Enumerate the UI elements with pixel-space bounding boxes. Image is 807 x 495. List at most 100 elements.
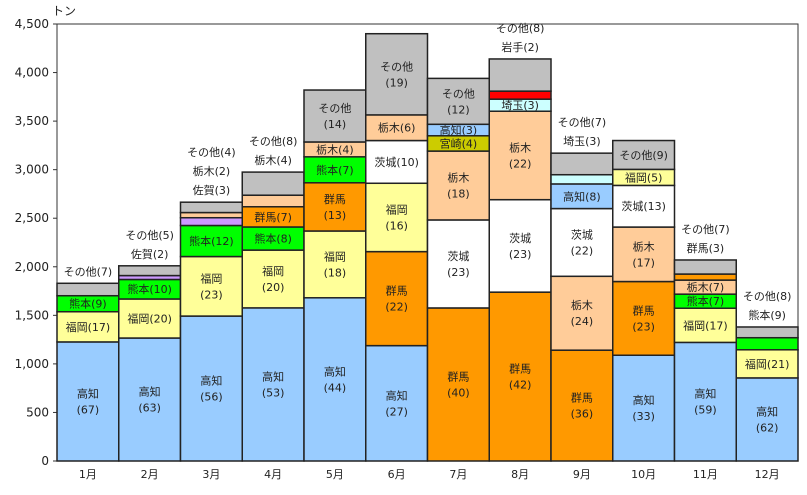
x-tick-label: 9月 [573, 468, 591, 481]
bar-segment-高知 [303, 297, 367, 462]
bar-segment-熊本 [179, 224, 243, 258]
segment-label: (42) [509, 379, 532, 392]
segment-label: (18) [324, 266, 347, 279]
bar-segment-熊本 [735, 336, 799, 351]
segment-label: (20) [262, 281, 285, 294]
segment-label: 福岡 [386, 202, 408, 216]
bar-segment-高知 [179, 315, 243, 462]
segment-label: 栃木(6) [378, 121, 416, 135]
bar-segment-高知 [118, 337, 182, 462]
bar-segment-福岡 [673, 307, 737, 344]
segment-label: その他 [318, 102, 351, 115]
segment-label: (13) [324, 209, 347, 222]
bar-segment-その他 [735, 326, 799, 339]
segment-label: (33) [632, 410, 655, 423]
bar-segment-その他 [550, 152, 614, 176]
segment-label: 群馬(7) [254, 210, 292, 224]
segment-label: 栃木 [509, 140, 531, 154]
bar-segment-その他 [241, 171, 305, 196]
bar-segment-群馬 [303, 182, 367, 232]
bar-segment-高知 [365, 344, 429, 462]
segment-label: その他 [380, 60, 413, 73]
segment-label: (17) [632, 256, 655, 269]
segment-label: 高知 [386, 388, 408, 402]
bar-segment-高知 [56, 341, 120, 462]
segment-label: 熊本(9) [69, 297, 107, 311]
segment-label: (14) [324, 118, 347, 131]
segment-label: (12) [447, 103, 470, 116]
bar-segment-栃木 [612, 226, 676, 283]
bar-segment-高知 [735, 377, 799, 462]
segment-label: その他(9) [619, 149, 668, 162]
x-tick-label: 5月 [326, 468, 344, 481]
segment-label: 群馬 [633, 303, 655, 317]
segment-label: 群馬 [571, 391, 593, 405]
segment-label-outside: 岩手(2) [501, 40, 539, 54]
bar-segment-高知 [241, 307, 305, 462]
segment-label-outside: 熊本(9) [748, 308, 786, 322]
bar-segment-栃木 [550, 275, 614, 351]
segment-label: 熊本(10) [127, 282, 172, 296]
segment-label: 熊本(12) [189, 234, 234, 248]
segment-label: 群馬 [447, 369, 469, 383]
bar-segment-福岡 [179, 255, 243, 317]
segment-label: 福岡 [262, 264, 284, 278]
x-tick-label: 12月 [755, 468, 780, 481]
x-tick-label: 7月 [449, 468, 467, 481]
segment-label-outside: 佐賀(2) [131, 247, 169, 261]
y-tick-label: 4,000 [15, 66, 49, 80]
y-tick-label: 2,500 [15, 211, 49, 225]
segment-label-outside: その他(8) [249, 135, 298, 148]
bar-segment-その他 [118, 265, 182, 277]
segment-label: 福岡(17) [66, 320, 111, 334]
bar-segment-その他 [612, 139, 676, 171]
segment-label: 栃木(4) [316, 142, 354, 156]
bar-segment-茨城 [550, 207, 614, 278]
bar-segment-栃木 [179, 211, 243, 219]
segment-label: (16) [385, 219, 408, 232]
bar-segment-その他 [426, 77, 490, 126]
segment-label: 熊本(8) [254, 232, 292, 246]
segment-label: 福岡(20) [127, 312, 172, 326]
segment-label: (24) [571, 315, 594, 328]
segment-label: 福岡 [324, 249, 346, 263]
segment-label: (23) [200, 288, 223, 301]
bar-segment-茨城 [426, 219, 490, 309]
bar-segment-群馬 [365, 250, 429, 347]
segment-label: 高知 [262, 369, 284, 383]
segment-label: 栃木 [633, 239, 655, 253]
segment-label: 熊本(7) [687, 294, 725, 308]
segment-label-outside: その他(7) [681, 223, 730, 236]
segment-label-outside: その他(7) [558, 116, 607, 129]
bar-segment-福岡 [303, 230, 367, 299]
segment-label: 宮崎(4) [440, 136, 478, 150]
segment-label: (53) [262, 386, 285, 399]
segment-label: 埼玉(3) [501, 98, 539, 112]
segment-label: 群馬 [386, 284, 408, 298]
segment-label: その他 [442, 87, 475, 100]
x-tick-label: 2月 [141, 468, 159, 481]
segment-label: 茨城 [571, 227, 593, 241]
segment-label: 福岡 [200, 271, 222, 285]
bar-segment-茨城 [488, 198, 552, 293]
bar-segment-佐賀 [179, 216, 243, 227]
bar-segment-栃木 [241, 194, 305, 208]
segment-label: 高知 [694, 387, 716, 401]
bar-segment-茨城 [612, 184, 676, 228]
segment-label: 高知 [200, 374, 222, 388]
bar-segment-岩手 [488, 90, 552, 100]
x-tick-label: 10月 [631, 468, 656, 481]
segment-label-outside: その他(8) [496, 22, 545, 35]
segment-label: 茨城(13) [621, 199, 666, 213]
y-axis-unit: トン [52, 4, 76, 18]
x-tick-label: 3月 [202, 468, 220, 481]
segment-label: 群馬 [509, 362, 531, 376]
x-tick-label: 6月 [388, 468, 406, 481]
segment-label: (19) [385, 76, 408, 89]
bar-segment-群馬 [426, 307, 490, 462]
bar-segment-群馬 [488, 291, 552, 462]
segment-label-outside: その他(4) [187, 146, 236, 159]
segment-label: (40) [447, 386, 470, 399]
y-tick-label: 1,500 [15, 308, 49, 322]
segment-label: (67) [77, 403, 100, 416]
